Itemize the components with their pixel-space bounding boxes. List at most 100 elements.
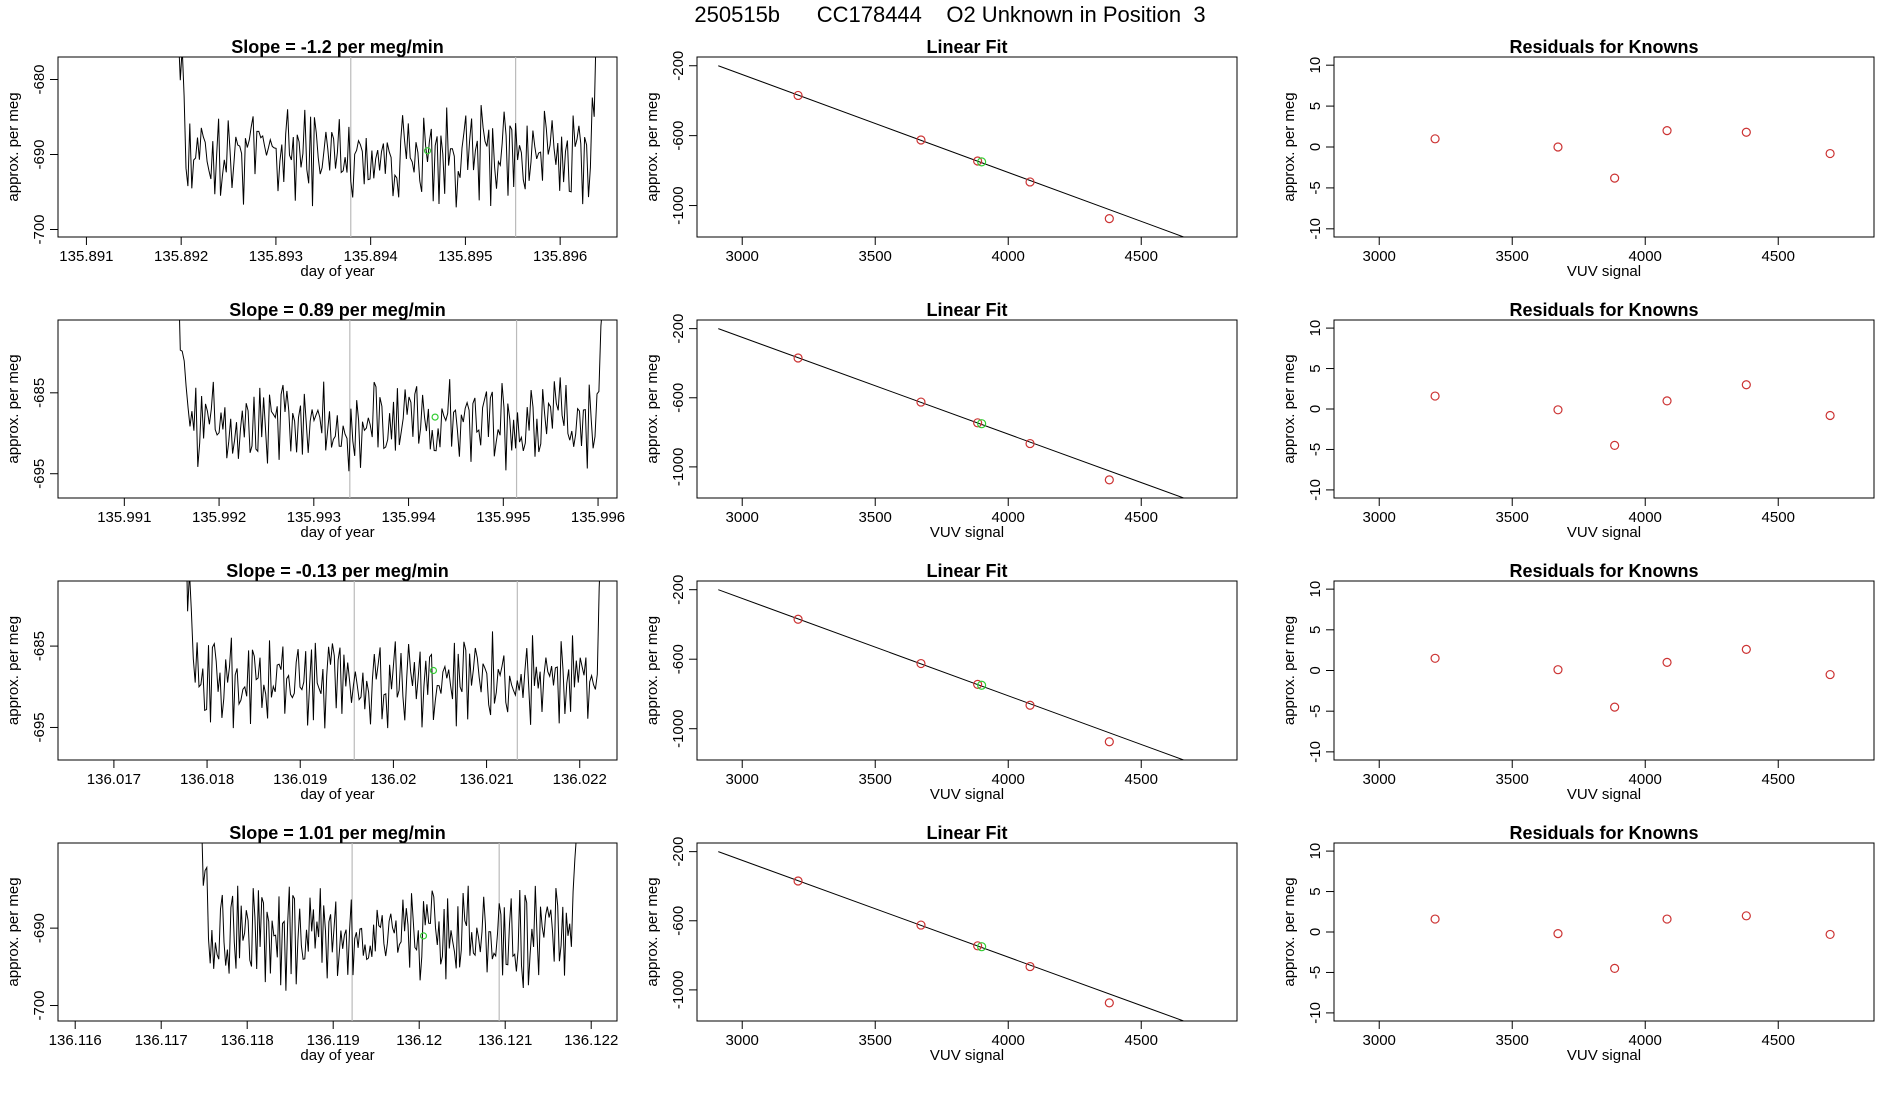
y-tick-label: 0 bbox=[1307, 405, 1324, 413]
x-axis: 3000 3500 4000 4500 bbox=[1363, 759, 1795, 788]
residual-point bbox=[1610, 440, 1620, 451]
x-tick-label: 3000 bbox=[1363, 771, 1396, 788]
plot-frame bbox=[696, 56, 1238, 238]
x-tick-label: 136.116 bbox=[49, 1032, 102, 1049]
panel-title: Slope = 0.89 per meg/min bbox=[229, 300, 446, 320]
plot-data bbox=[1430, 380, 1835, 451]
y-axis: -200 -600 -1000 bbox=[670, 314, 698, 486]
known-standard-point bbox=[1025, 177, 1035, 187]
known-standard-point bbox=[916, 135, 926, 145]
x-tick-label: 135.892 bbox=[154, 248, 208, 265]
unknown-sample-point bbox=[977, 680, 987, 690]
x-tick-label: 3000 bbox=[726, 509, 759, 526]
x-axis: 135.991 135.992 135.993 135.994 135.995 135.9… bbox=[97, 497, 625, 526]
x-tick-label: 136.018 bbox=[180, 771, 234, 788]
y-axis-label: approx. per meg bbox=[1281, 616, 1298, 725]
plot-frame bbox=[1333, 842, 1875, 1022]
x-axis: 136.017 136.018 136.019 136.02 136.021 136.02… bbox=[87, 759, 607, 788]
residual-point bbox=[1825, 148, 1835, 159]
known-standard-point bbox=[973, 156, 983, 166]
known-standard-point bbox=[916, 920, 926, 930]
y-axis: -685 -695 bbox=[31, 378, 59, 489]
x-tick-label: 4500 bbox=[1762, 1032, 1795, 1049]
x-axis: 3000 3500 4000 4500 bbox=[726, 236, 1158, 265]
plot-data bbox=[1430, 644, 1835, 712]
x-axis-label: VUV signal bbox=[1567, 1047, 1641, 1064]
panel-title: Slope = -1.2 per meg/min bbox=[231, 37, 444, 57]
x-axis-label: day of year bbox=[300, 524, 374, 541]
y-tick-label: 10 bbox=[1307, 57, 1324, 74]
residual-point bbox=[1430, 134, 1440, 144]
y-axis-label: approx. per meg bbox=[5, 354, 22, 463]
x-axis-label: day of year bbox=[300, 263, 374, 280]
residual-point bbox=[1662, 126, 1672, 136]
y-axis: 10 5 0 -5 -10 bbox=[1307, 57, 1335, 240]
known-standard-point bbox=[1025, 700, 1035, 710]
x-tick-label: 136.119 bbox=[307, 1032, 360, 1049]
panel-1-2: Linear Fit 3000 3500 4000 4500 -200 -600 -1000 a… bbox=[644, 37, 1238, 265]
x-tick-label: 4500 bbox=[1125, 509, 1158, 526]
x-tick-label: 4500 bbox=[1125, 1032, 1158, 1049]
y-tick-label: 0 bbox=[1307, 143, 1324, 151]
y-tick-label: -690 bbox=[31, 139, 48, 169]
unknown-sample-point bbox=[977, 419, 987, 429]
known-standard-point bbox=[916, 658, 926, 669]
known-standard-point bbox=[1189, 775, 1197, 783]
residual-point bbox=[1553, 142, 1563, 152]
y-axis-label: approx. per meg bbox=[1281, 877, 1298, 986]
x-axis: 135.891 135.892 135.893 135.894 135.895 135.8… bbox=[59, 236, 587, 265]
residual-point bbox=[1825, 410, 1835, 421]
x-tick-label: 3500 bbox=[1496, 248, 1529, 265]
known-standard-point bbox=[793, 353, 803, 363]
plot-frame bbox=[1333, 580, 1875, 761]
y-tick-label: 10 bbox=[1307, 320, 1324, 337]
x-tick-label: 136.021 bbox=[459, 771, 513, 788]
x-tick-label: 135.891 bbox=[59, 248, 113, 265]
fit-line bbox=[718, 65, 1186, 237]
x-axis: 3000 3500 4000 4500 bbox=[1363, 1020, 1795, 1049]
x-tick-label: 136.019 bbox=[273, 771, 327, 788]
x-tick-label: 4000 bbox=[992, 1032, 1025, 1049]
residual-point bbox=[1741, 644, 1751, 654]
panel-title: Linear Fit bbox=[926, 823, 1007, 843]
panel-3-2: Linear Fit 3000 3500 4000 4500 VUV signal -200… bbox=[644, 561, 1238, 803]
residual-point bbox=[1741, 911, 1751, 921]
x-tick-label: 4500 bbox=[1762, 509, 1795, 526]
x-tick-label: 4000 bbox=[1629, 248, 1662, 265]
y-tick-label: -200 bbox=[670, 51, 687, 81]
plot-data bbox=[718, 328, 1186, 498]
known-standard-point bbox=[1104, 475, 1114, 485]
x-axis-label: VUV signal bbox=[1567, 263, 1641, 280]
x-axis-label: VUV signal bbox=[930, 524, 1004, 541]
x-tick-label: 3500 bbox=[859, 509, 892, 526]
known-standard-point bbox=[1104, 998, 1114, 1008]
y-tick-label: -5 bbox=[1307, 705, 1324, 718]
y-axis-label: approx. per meg bbox=[644, 616, 661, 725]
y-tick-label: 5 bbox=[1307, 626, 1324, 634]
unknown-sample-marker bbox=[431, 413, 439, 421]
y-tick-label: -1000 bbox=[670, 448, 687, 486]
panel-title: Linear Fit bbox=[926, 300, 1007, 320]
x-tick-label: 3000 bbox=[1363, 248, 1396, 265]
x-axis-label: day of year bbox=[300, 786, 374, 803]
y-tick-label: 10 bbox=[1307, 581, 1324, 598]
x-axis: 3000 3500 4000 4500 bbox=[1363, 236, 1795, 265]
y-axis: -200 -600 -1000 bbox=[670, 575, 698, 748]
x-tick-label: 135.993 bbox=[287, 509, 341, 526]
y-tick-label: -685 bbox=[31, 631, 48, 661]
known-standard-point bbox=[916, 397, 926, 407]
plot-data bbox=[718, 65, 1186, 237]
y-axis-label: approx. per meg bbox=[644, 877, 661, 986]
known-standard-point bbox=[793, 876, 803, 886]
figure-title: 250515b CC178444 O2 Unknown in Position … bbox=[694, 2, 1206, 27]
x-axis-label: VUV signal bbox=[930, 786, 1004, 803]
known-standard-point bbox=[1104, 737, 1114, 747]
plot-data bbox=[718, 589, 1197, 783]
y-tick-label: -600 bbox=[670, 644, 687, 674]
y-tick-label: -1000 bbox=[670, 971, 687, 1009]
x-axis: 136.116 136.117 136.118 136.119 136.12 136.12… bbox=[49, 1020, 618, 1049]
x-tick-label: 136.022 bbox=[553, 771, 607, 788]
data-trace-line bbox=[179, 320, 602, 472]
y-axis-label: approx. per meg bbox=[644, 354, 661, 463]
x-tick-label: 135.996 bbox=[571, 509, 625, 526]
